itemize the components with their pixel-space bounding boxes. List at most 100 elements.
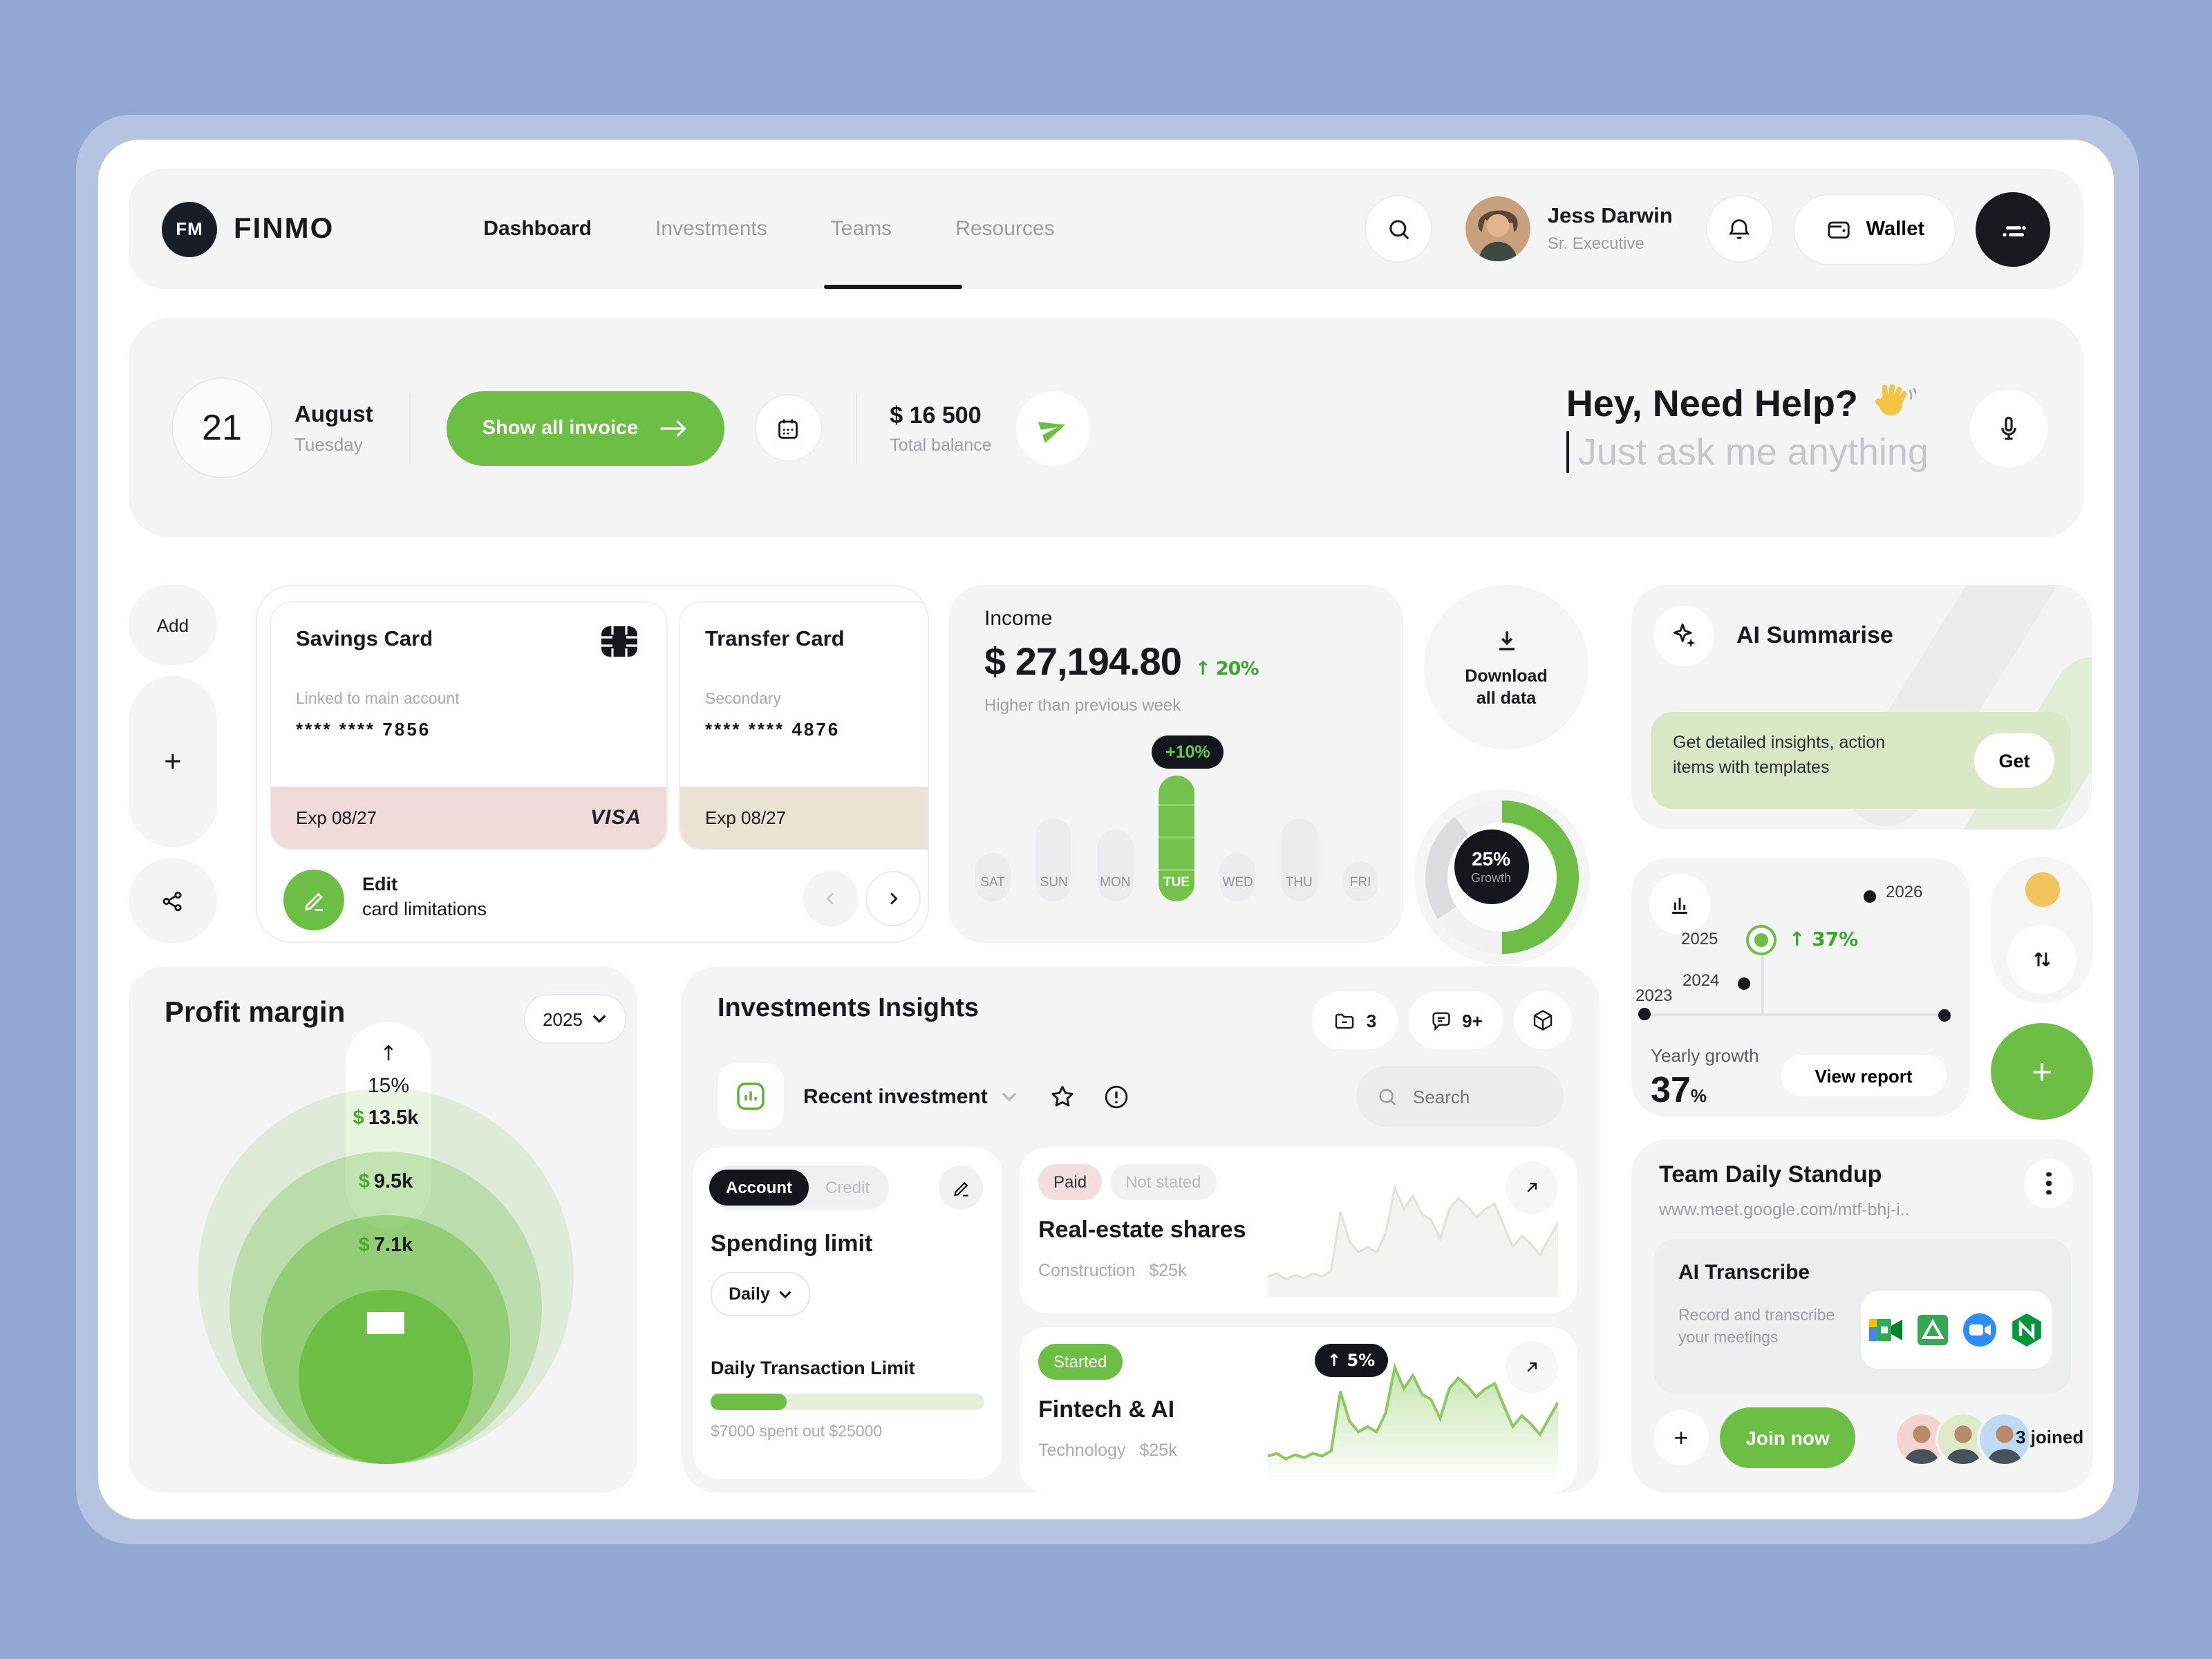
- pencil-icon: [304, 892, 322, 910]
- status-yellow-dot[interactable]: [2025, 872, 2060, 907]
- folders-button[interactable]: 3: [1312, 991, 1398, 1049]
- add-card-plus-button[interactable]: +: [129, 676, 217, 847]
- calendar-button[interactable]: [754, 394, 823, 462]
- sort-arrows-icon: [2034, 952, 2050, 967]
- menu-button[interactable]: [1976, 191, 2050, 266]
- cards-next-button[interactable]: [865, 871, 921, 926]
- voice-input-button[interactable]: [1970, 389, 2047, 467]
- wallet-button[interactable]: Wallet: [1792, 193, 1956, 265]
- user-menu[interactable]: Jess Darwin Sr. Executive: [1465, 196, 1673, 261]
- date-badge: 21: [171, 377, 272, 478]
- nav-item-teams[interactable]: Teams: [830, 217, 892, 241]
- notifications-button[interactable]: [1705, 195, 1774, 263]
- nav-item-dashboard[interactable]: Dashboard: [483, 217, 592, 241]
- view-report-button[interactable]: View report: [1781, 1055, 1947, 1096]
- chevron-left-icon: [826, 892, 834, 905]
- income-card: Income $ 27,194.80 ↑ 20% Higher than prev…: [948, 585, 1403, 943]
- folder-icon: [1335, 1013, 1354, 1029]
- spending-limit-title: Spending limit: [711, 1230, 873, 1257]
- up-arrow: ↑: [379, 1041, 397, 1066]
- profit-year-select[interactable]: 2025: [524, 994, 626, 1044]
- transfer-card[interactable]: Transfer Card Secondary **** **** 4876 E…: [679, 601, 928, 850]
- add-card-label-button[interactable]: Add: [129, 585, 217, 665]
- yearly-change-note: ↑ 37%: [1789, 929, 1859, 951]
- investments-title: Investments Insights: [718, 994, 979, 1023]
- profit-top-pill: ↑ 15%: [346, 1022, 431, 1229]
- join-now-button[interactable]: Join now: [1720, 1407, 1855, 1468]
- savings-card[interactable]: Savings Card Linked to main account ****…: [270, 601, 668, 850]
- scatter-point-2026: [1863, 890, 1875, 902]
- chevron-down-icon: [593, 1015, 607, 1024]
- tab-account[interactable]: Account: [709, 1170, 809, 1206]
- star-icon[interactable]: [1049, 1082, 1078, 1111]
- get-button[interactable]: Get: [1974, 733, 2054, 788]
- ai-transcribe-panel: AI Transcribe Record and transcribe your …: [1653, 1239, 2071, 1394]
- edit-card-limitations-button[interactable]: [283, 870, 344, 930]
- pencil-icon: [953, 1181, 968, 1196]
- nav-item-investments[interactable]: Investments: [655, 217, 767, 241]
- search-button[interactable]: [1365, 195, 1433, 263]
- download-label: Download all data: [1465, 666, 1548, 707]
- show-all-invoice-button[interactable]: Show all invoice: [446, 391, 724, 465]
- savings-card-number: **** **** 7856: [296, 719, 431, 740]
- recent-investment-dropdown[interactable]: Recent investment: [803, 1085, 988, 1108]
- growth-donut: 25% Growth: [1414, 789, 1590, 965]
- income-bar-tue: TUE: [1158, 776, 1194, 901]
- open-item-button[interactable]: [1506, 1161, 1558, 1214]
- nav-active-underline: [824, 285, 962, 289]
- comments-button[interactable]: 9+: [1409, 991, 1503, 1049]
- sort-button[interactable]: [2007, 925, 2077, 994]
- nav-item-resources[interactable]: Resources: [955, 217, 1055, 241]
- chevron-down-icon[interactable]: [1002, 1090, 1018, 1103]
- daily-limit-label: Daily Transaction Limit: [711, 1358, 915, 1378]
- standup-menu-button[interactable]: [2024, 1159, 2074, 1208]
- investment-item-realestate[interactable]: Paid Not stated Real-estate shares Const…: [1019, 1147, 1577, 1313]
- scatter-point-2023: [1638, 1007, 1650, 1020]
- hero-weekday: Tuesday: [294, 433, 363, 454]
- meeting-url[interactable]: www.meet.google.com/mtf-bhj-i..: [1659, 1200, 1910, 1219]
- income-bar-chart: SAT SUN MON TUE WED THU FRI: [975, 701, 1378, 901]
- user-avatar: [1465, 196, 1531, 261]
- invite-member-button[interactable]: +: [1653, 1410, 1709, 1465]
- user-name: Jess Darwin: [1547, 205, 1673, 228]
- limit-progress-track: [711, 1394, 984, 1410]
- income-note: Higher than previous week: [984, 695, 1181, 715]
- profit-ring-value: $13.5k: [353, 1107, 419, 1130]
- transfer-card-footer: Exp 08/27: [680, 787, 928, 849]
- income-change: ↑ 20%: [1194, 658, 1259, 680]
- year-label-2023: 2023: [1635, 986, 1673, 1005]
- spending-note: $7000 spent out $25000: [711, 1424, 883, 1441]
- account-credit-toggle: Account Credit: [709, 1165, 889, 1210]
- joined-avatar-1: [1894, 1412, 1949, 1467]
- info-icon[interactable]: [1103, 1082, 1132, 1111]
- search-icon: [1379, 1088, 1396, 1105]
- search-icon: [1389, 219, 1409, 239]
- search-input[interactable]: [1410, 1085, 1540, 1108]
- period-value: Daily: [729, 1284, 770, 1304]
- investments-search[interactable]: [1356, 1066, 1564, 1127]
- scatter-point-2025: [1754, 933, 1768, 947]
- send-button[interactable]: [1016, 391, 1091, 465]
- item-meta: Technology $25k: [1038, 1441, 1177, 1460]
- investment-item-fintech[interactable]: Started Fintech & AI Technology $25k ↑ 5%: [1019, 1327, 1577, 1493]
- open-item-button[interactable]: [1506, 1341, 1558, 1394]
- edit-card-limitations-label: Edit card limitations: [362, 874, 487, 919]
- ai-sparkle-icon: [1653, 606, 1714, 666]
- income-amount: $ 27,194.80 ↑ 20%: [984, 640, 1259, 683]
- income-title: Income: [984, 607, 1053, 630]
- ask-anything-prompt[interactable]: Just ask me anything: [1566, 431, 1929, 474]
- create-new-button[interactable]: +: [1991, 1023, 2093, 1120]
- transfer-card-exp: Exp 08/27: [705, 807, 787, 828]
- download-all-data-button[interactable]: Download all data: [1424, 585, 1588, 749]
- growth-donut-core: 25% Growth: [1454, 829, 1528, 903]
- cards-prev-button[interactable]: [803, 871, 859, 926]
- tab-credit[interactable]: Credit: [825, 1178, 870, 1197]
- edit-spending-button[interactable]: [939, 1165, 983, 1210]
- spending-limit-card: Account Credit Spending limit Daily Dail…: [693, 1147, 1002, 1479]
- transfer-card-number: **** **** 4876: [705, 719, 841, 740]
- period-select[interactable]: Daily: [711, 1272, 810, 1316]
- packages-button[interactable]: [1514, 991, 1572, 1049]
- hero-bar: 21 August Tuesday Show all invoice $ 16 …: [129, 318, 2083, 538]
- income-bar-sun: SUN: [1035, 818, 1072, 901]
- share-button[interactable]: [129, 859, 217, 943]
